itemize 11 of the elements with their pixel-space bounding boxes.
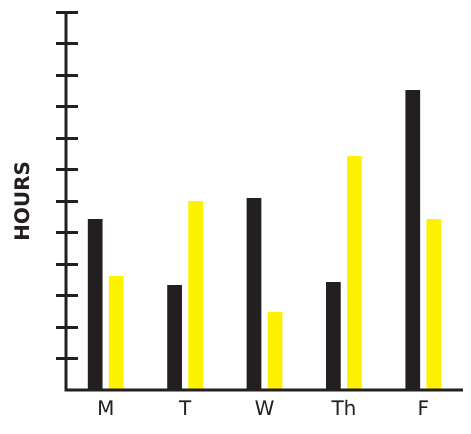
- bar: [347, 156, 362, 390]
- bar: [188, 201, 203, 390]
- x-tick-label: M: [97, 396, 114, 420]
- x-tick-label: F: [418, 396, 430, 420]
- bar: [268, 312, 282, 390]
- bar: [108, 276, 124, 390]
- x-tick-label: T: [178, 396, 192, 420]
- y-axis-title: HOURS: [10, 161, 34, 241]
- x-tick-label: W: [254, 396, 275, 420]
- x-tick-label: Th: [330, 396, 356, 420]
- bar: [426, 219, 442, 390]
